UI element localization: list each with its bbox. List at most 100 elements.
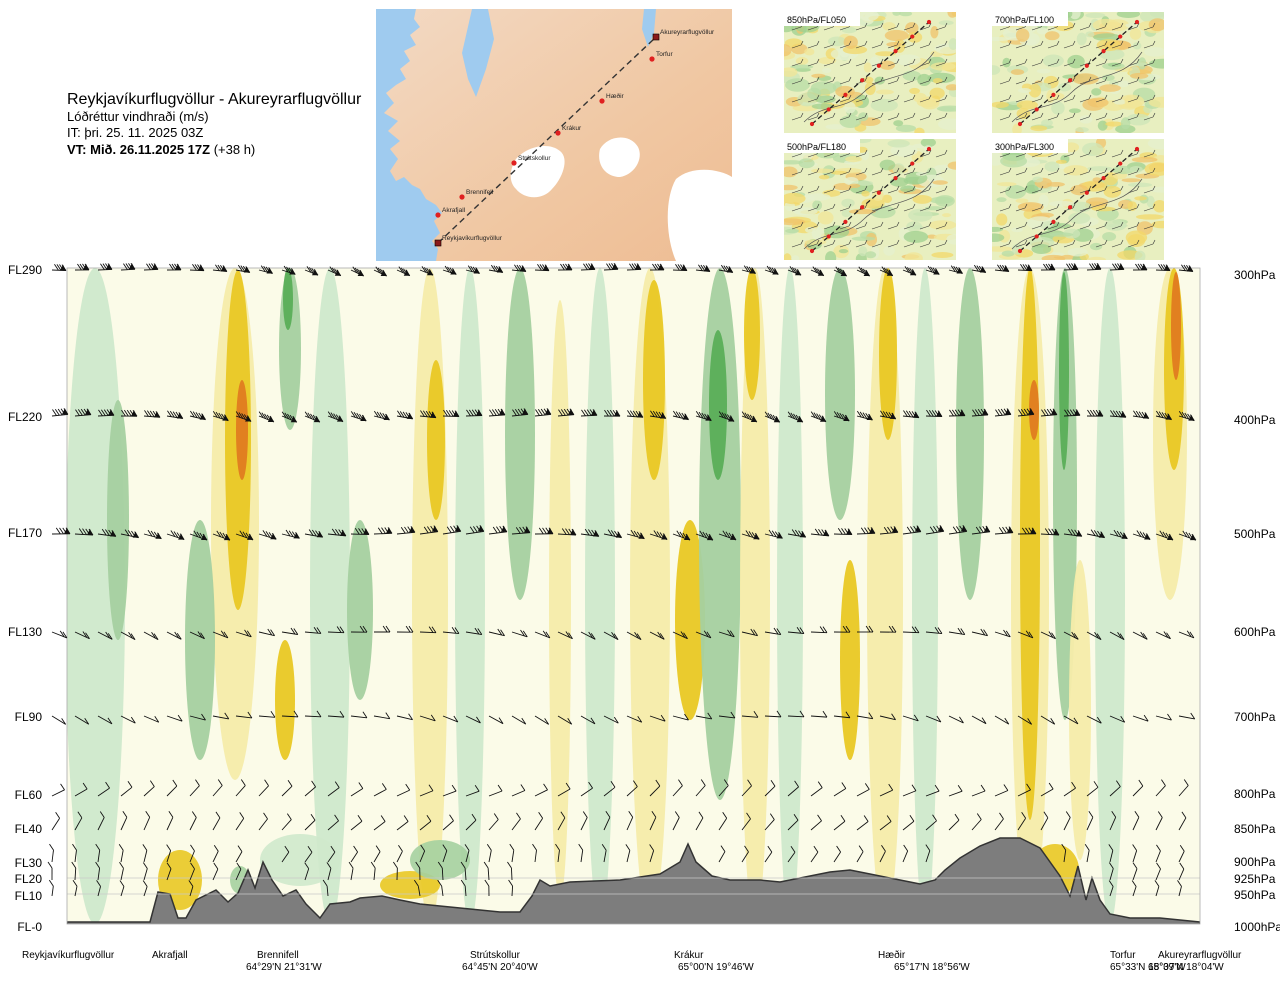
wind-barb (603, 263, 619, 271)
wind-barb (166, 263, 182, 271)
wind-barb (557, 811, 566, 831)
wind-barb (1063, 715, 1079, 725)
waypoint-label: Torfur (656, 51, 673, 58)
velocity-contour (740, 268, 770, 924)
waypoint-label: Akrafjall (442, 207, 466, 214)
velocity-contour (455, 268, 485, 924)
wind-barb (532, 843, 537, 863)
pressure-label-900: 900hPa (1234, 855, 1276, 869)
terrain-profile (67, 837, 1200, 924)
waypoint: Krákur (555, 125, 582, 136)
wind-barb (534, 783, 548, 797)
wind-barb (465, 265, 480, 274)
wind-barb (994, 629, 1011, 638)
wind-barb (488, 408, 506, 417)
wind-barb (856, 527, 876, 535)
wind-barb (695, 411, 712, 422)
wind-barb (764, 265, 779, 275)
wind-barb (718, 411, 735, 422)
wind-barb (925, 784, 940, 797)
wind-barb (189, 713, 206, 721)
thumbnail-850hpa[interactable]: 850hPa/FL050 (784, 12, 956, 133)
wind-barb (327, 411, 344, 423)
wind-barbs (47, 263, 1197, 897)
wind-barb (396, 815, 409, 831)
velocity-contour (1020, 268, 1040, 820)
waypoint-label: Strútskollur (518, 155, 551, 162)
wind-barb (1155, 631, 1171, 640)
wind-barb (488, 784, 503, 797)
wind-barb (1132, 263, 1148, 271)
station-haedir: Hæðir 65°17'N 18°56'W (878, 950, 970, 974)
wind-barb (212, 862, 219, 881)
wind-barb (1086, 631, 1102, 641)
velocity-contour (236, 380, 248, 480)
valid-offset: (+38 h) (213, 142, 256, 157)
wind-barb (235, 812, 245, 831)
wind-barb (925, 265, 940, 275)
wind-barb (442, 409, 460, 418)
level-label-fl30: FL30 (14, 856, 42, 870)
thumbnail-500hpa[interactable]: 500hPa/FL180 (784, 139, 956, 260)
wind-barb (902, 784, 917, 797)
wind-barb (419, 784, 434, 797)
wind-barb (413, 879, 421, 897)
wind-barb (833, 782, 847, 797)
wind-barb (281, 845, 290, 863)
wind-barb (396, 783, 411, 797)
wind-barb (97, 528, 117, 537)
wind-barb (1040, 631, 1056, 640)
route-title: Reykjavíkurflugvöllur - Akureyrarflugvöl… (67, 91, 362, 108)
velocity-contour (1029, 380, 1039, 440)
wind-barb (1178, 530, 1197, 541)
wind-barb (764, 845, 773, 863)
wind-barb (626, 810, 634, 831)
wind-barb (74, 263, 90, 271)
thumbnail-field (992, 139, 1164, 260)
wind-barb (948, 784, 963, 797)
wind-barb (212, 264, 228, 272)
wind-barb (603, 631, 619, 641)
wind-barb (304, 626, 322, 634)
wind-barb (1061, 843, 1067, 863)
wind-barb (534, 630, 551, 639)
wind-barb (856, 410, 873, 421)
wind-barb (787, 626, 805, 634)
thumbnail-700hpa[interactable]: 700hPa/FL100 (992, 12, 1164, 133)
wind-barb (281, 529, 300, 539)
wind-barb (511, 264, 527, 272)
wind-barb (1086, 715, 1102, 724)
wind-barb (97, 715, 113, 725)
wind-barb (189, 410, 206, 421)
station-coord: 65°17'N 18°56'W (894, 962, 970, 973)
wind-barb (925, 715, 942, 723)
level-label-fl60: FL60 (14, 788, 42, 802)
pressure-label-600: 600hPa (1234, 625, 1276, 639)
wind-barb (212, 844, 219, 863)
wind-barb (879, 625, 897, 633)
wind-barb (994, 264, 1010, 272)
wind-barb (1155, 530, 1174, 541)
velocity-contour (310, 268, 350, 924)
wind-barb (258, 812, 268, 831)
station-coord: 64°45'N 20°40'W (462, 962, 538, 973)
wind-barb (948, 409, 966, 417)
wind-barb (258, 530, 277, 540)
wind-barb (212, 779, 223, 797)
wind-barb (304, 862, 310, 881)
wind-barb (718, 264, 734, 273)
wind-barb (235, 845, 243, 863)
pressure-label-700: 700hPa (1234, 710, 1276, 724)
glacier-hofsjokull (599, 137, 640, 177)
velocity-contour (260, 834, 340, 886)
wind-barb (1155, 779, 1166, 797)
velocity-contour (585, 268, 615, 924)
thumbnail-label: 850hPa/FL050 (787, 15, 846, 25)
wind-barb (741, 628, 758, 637)
thumbnail-field (784, 139, 956, 260)
wind-barb (1017, 812, 1027, 831)
thumbnail-label: 700hPa/FL100 (995, 15, 1054, 25)
wind-barb (1017, 264, 1033, 272)
thumbnail-300hpa[interactable]: 300hPa/FL300 (992, 139, 1164, 260)
wind-barb (47, 861, 53, 881)
